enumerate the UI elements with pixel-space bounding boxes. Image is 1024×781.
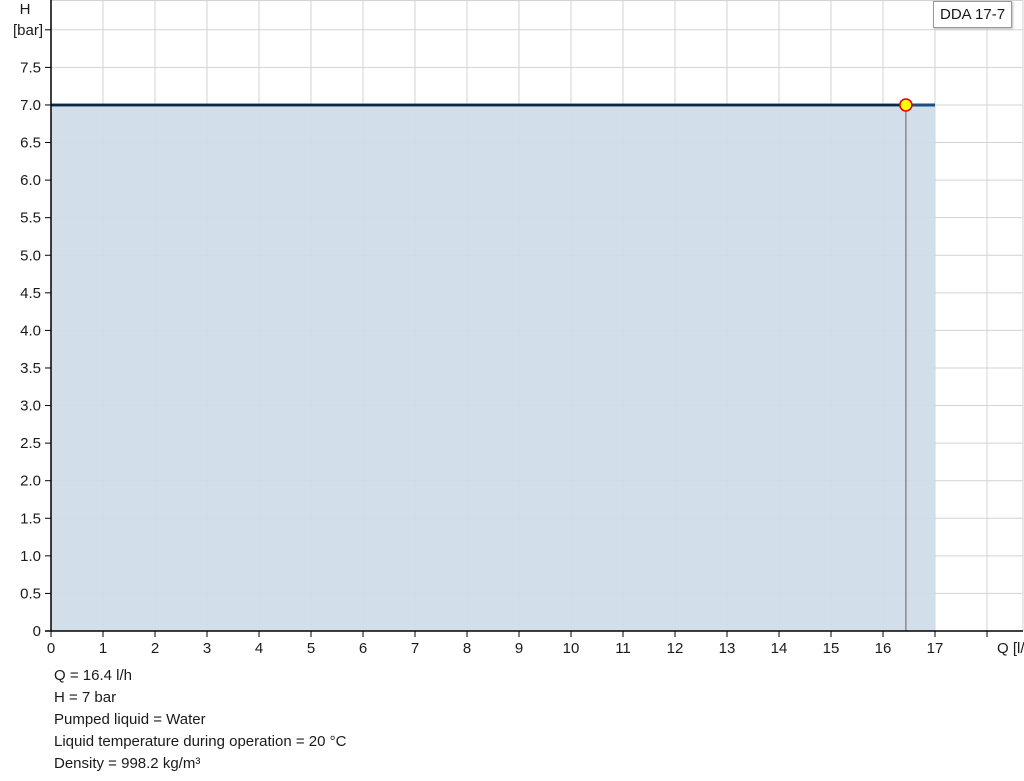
info-temperature: Liquid temperature during operation = 20…: [54, 733, 347, 750]
legend-box: DDA 17-7: [933, 1, 1013, 28]
y-tick-label: 7.5: [20, 59, 41, 76]
curve-area: [51, 104, 935, 631]
x-tick-label: 2: [151, 640, 159, 657]
y-tick-label: 6.5: [20, 135, 41, 152]
x-tick-label: 11: [615, 640, 631, 657]
x-tick-label: 13: [719, 640, 736, 657]
y-tick-label: 3.0: [20, 398, 41, 415]
x-tick-label: 12: [667, 640, 684, 657]
y-tick-label: 5.0: [20, 247, 41, 264]
y-tick-label: 1.5: [20, 510, 41, 527]
x-tick-label: 9: [515, 640, 523, 657]
x-tick-label: 6: [359, 640, 367, 657]
y-tick-label: 0.5: [20, 585, 41, 602]
y-tick-label: 1.0: [20, 548, 41, 565]
y-tick-label: 7.0: [20, 97, 41, 114]
y-tick-label: 3.5: [20, 360, 41, 377]
x-axis-label: Q [l/h]: [997, 640, 1024, 657]
x-tick-label: 4: [255, 640, 263, 657]
y-axis-unit: [bar]: [13, 22, 43, 39]
y-tick-label: 6.0: [20, 172, 41, 189]
y-tick-label: 4.5: [20, 285, 41, 302]
info-flow: Q = 16.4 l/h: [54, 667, 132, 684]
x-tick-label: 1: [99, 640, 107, 657]
y-tick-label: 2.0: [20, 473, 41, 490]
info-liquid: Pumped liquid = Water: [54, 711, 206, 728]
x-tick-label: 8: [463, 640, 471, 657]
operating-info: Q = 16.4 l/h H = 7 bar Pumped liquid = W…: [54, 665, 346, 775]
x-tick-label: 7: [411, 640, 419, 657]
operating-point-marker: [899, 98, 913, 112]
x-tick-label: 5: [307, 640, 315, 657]
x-tick-label: 17: [927, 640, 944, 657]
y-tick-label: 4.0: [20, 322, 41, 339]
info-density: Density = 998.2 kg/m³: [54, 755, 201, 772]
y-axis-label: H: [20, 1, 31, 18]
x-tick-label: 15: [823, 640, 840, 657]
x-tick-label: 3: [203, 640, 211, 657]
legend-label: DDA 17-7: [940, 6, 1006, 23]
y-tick-label: 5.5: [20, 210, 41, 227]
info-head: H = 7 bar: [54, 689, 117, 706]
x-tick-label: 0: [47, 640, 55, 657]
y-tick-label: 2.5: [20, 435, 41, 452]
x-tick-label: 10: [563, 640, 580, 657]
y-tick-label: 0: [33, 623, 41, 640]
x-tick-label: 16: [875, 640, 892, 657]
x-tick-label: 14: [771, 640, 788, 657]
